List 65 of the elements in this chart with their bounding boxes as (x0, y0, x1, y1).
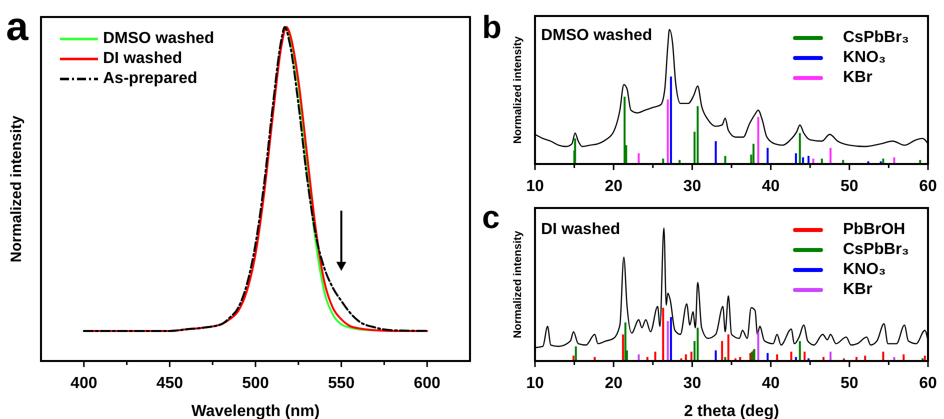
bar (666, 321, 669, 361)
bar (666, 99, 669, 164)
legend-label: DMSO washed (103, 30, 214, 48)
bar (727, 334, 730, 361)
bar (752, 144, 755, 164)
x-tick-label: 20 (604, 178, 623, 195)
bar (804, 352, 806, 361)
legend-label: As-prepared (103, 70, 198, 88)
x-tick-label: 600 (414, 375, 441, 392)
bar (624, 322, 626, 361)
legend-label: CsPbBr₃ (843, 29, 910, 46)
bar (574, 346, 577, 361)
legend-label: KBr (843, 69, 872, 86)
bar (757, 116, 760, 164)
x-tick-label: 60 (919, 178, 937, 195)
legend-label: CsPbBr₃ (843, 241, 910, 258)
y-axis-title: Normalized intensity (512, 230, 524, 338)
legend-label: KBr (843, 281, 872, 298)
x-tick-label: 40 (762, 178, 780, 195)
bar (798, 133, 801, 164)
legend-label: DI washed (103, 50, 182, 68)
bar (638, 153, 640, 164)
bar (757, 332, 760, 361)
annotation: DI washed (541, 221, 620, 238)
bar (798, 341, 801, 361)
bar (624, 96, 626, 164)
bar (670, 76, 672, 164)
x-tick-label: 10 (526, 178, 544, 195)
bar (696, 106, 699, 164)
bar (654, 352, 656, 361)
chart-title: b (482, 9, 502, 45)
bar (670, 317, 672, 361)
annotation: DMSO washed (541, 27, 652, 44)
bar (714, 141, 717, 164)
x-tick-label: 40 (762, 375, 780, 392)
legend-label: PbBrOH (843, 221, 906, 238)
bar (574, 138, 576, 164)
y-axis-title: Normalized intensity (8, 114, 25, 262)
bar (622, 334, 624, 361)
x-tick-label: 450 (156, 375, 184, 392)
bar (830, 148, 832, 164)
x-tick-label: 10 (526, 375, 544, 392)
bar (882, 352, 884, 361)
chart-title: a (6, 5, 29, 49)
x-tick-label: 400 (70, 375, 98, 392)
x-tick-label: 50 (840, 375, 858, 392)
bar (696, 328, 699, 361)
x-tick-label: 30 (683, 375, 702, 392)
bar (690, 352, 692, 361)
y-axis-title: Normalized intensity (512, 35, 524, 144)
legend-label: KNO₃ (843, 49, 886, 66)
chart-title: c (482, 199, 500, 235)
x-tick-label: 30 (683, 178, 702, 195)
bar (794, 153, 797, 164)
x-tick-label: 20 (604, 375, 623, 392)
bar (830, 352, 832, 361)
bar (766, 148, 769, 164)
bar (790, 352, 792, 361)
bar (662, 308, 664, 361)
x-tick-label: 60 (919, 375, 937, 392)
x-tick-label: 550 (328, 375, 355, 392)
x-tick-label: 500 (242, 375, 269, 392)
legend-label: KNO₃ (843, 261, 886, 278)
bar (721, 341, 724, 361)
x-tick-label: 50 (840, 178, 858, 195)
